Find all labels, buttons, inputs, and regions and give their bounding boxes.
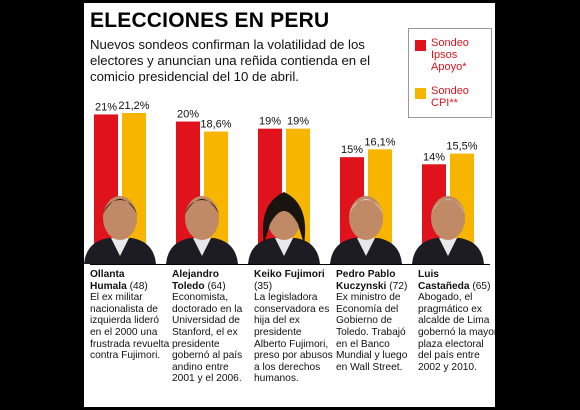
candidate-age: (48) <box>129 280 148 292</box>
legend: Sondeo Ipsos Apoyo* Sondeo CPI** <box>408 28 492 118</box>
page-title: ELECCIONES EN PERU <box>90 9 330 32</box>
candidate-name: Castañeda <box>418 280 470 292</box>
candidate-description: La legisladora conservadora es hija del … <box>254 292 333 385</box>
candidate-photo-kuczynski <box>330 196 402 264</box>
data-label-ipsos-fujimori: 19% <box>259 116 281 128</box>
candidate-bio-castaneda: Luis Castañeda (65) Abogado, el pragmáti… <box>418 269 495 373</box>
candidate-age: (72) <box>389 280 408 292</box>
legend-label-ipsos: Sondeo Ipsos Apoyo* <box>431 37 469 73</box>
data-label-ipsos-toledo: 20% <box>177 109 199 121</box>
data-label-cpi-castaneda: 15,5% <box>446 141 477 153</box>
candidate-photo-castaneda <box>412 196 484 264</box>
candidate-bio-fujimori: Keiko Fujimori (35) La legisladora conse… <box>254 269 334 385</box>
data-label-ipsos-kuczynski: 15% <box>341 144 363 156</box>
candidate-name: Keiko Fujimori <box>254 269 325 280</box>
bar-chart: 21% 21,2% 20%18,6% 19% 19% 15%16,1% 14%15,5% <box>84 100 484 264</box>
candidate-description: Abogado, el pragmático ex alcalde de Lim… <box>418 292 495 373</box>
candidate-age: (65) <box>472 280 491 292</box>
legend-label-cpi: Sondeo CPI** <box>431 85 469 109</box>
candidate-name: Kuczynski <box>336 280 387 292</box>
candidate-photo-humala <box>84 196 156 264</box>
candidate-name: Ollanta <box>90 269 125 280</box>
data-label-cpi-humala: 21,2% <box>118 100 149 112</box>
candidate-name: Luis <box>418 269 439 280</box>
data-label-cpi-toledo: 18,6% <box>200 119 231 131</box>
candidate-age: (35) <box>254 280 273 292</box>
candidate-description: El ex militar nacionalista de izquierda … <box>90 292 170 362</box>
data-label-cpi-kuczynski: 16,1% <box>364 136 395 148</box>
legend-swatch-ipsos <box>415 40 426 51</box>
subtitle: Nuevos sondeos confirman la volatilidad … <box>90 37 371 84</box>
data-label-ipsos-humala: 21% <box>95 101 117 113</box>
candidate-name: Alejandro <box>172 269 219 280</box>
candidate-description: Ex ministro de Economía del Gobierno de … <box>336 292 408 373</box>
legend-item-cpi: Sondeo CPI** <box>415 85 489 109</box>
candidate-name: Pedro Pablo <box>336 269 396 280</box>
candidate-name: Toledo <box>172 280 205 292</box>
data-label-cpi-fujimori: 19% <box>287 116 309 128</box>
baseline-rule <box>90 264 490 265</box>
legend-swatch-cpi <box>415 88 426 99</box>
candidate-photo-fujimori <box>248 192 320 264</box>
data-label-ipsos-castaneda: 14% <box>423 151 445 163</box>
candidate-bio-toledo: Alejandro Toledo (64) Economista, doctor… <box>172 269 252 385</box>
candidate-age: (64) <box>207 280 226 292</box>
candidate-bio-humala: Ollanta Humala (48) El ex militar nacion… <box>90 269 170 362</box>
candidate-photo-toledo <box>166 196 238 264</box>
candidate-description: Economista, doctorado en la Universidad … <box>172 292 243 385</box>
candidate-name: Humala <box>90 280 127 292</box>
infographic-card: ELECCIONES EN PERU Nuevos sondeos confir… <box>84 3 495 407</box>
legend-item-ipsos: Sondeo Ipsos Apoyo* <box>415 37 489 73</box>
candidate-bio-kuczynski: Pedro Pablo Kuczynski (72) Ex ministro d… <box>336 269 416 373</box>
